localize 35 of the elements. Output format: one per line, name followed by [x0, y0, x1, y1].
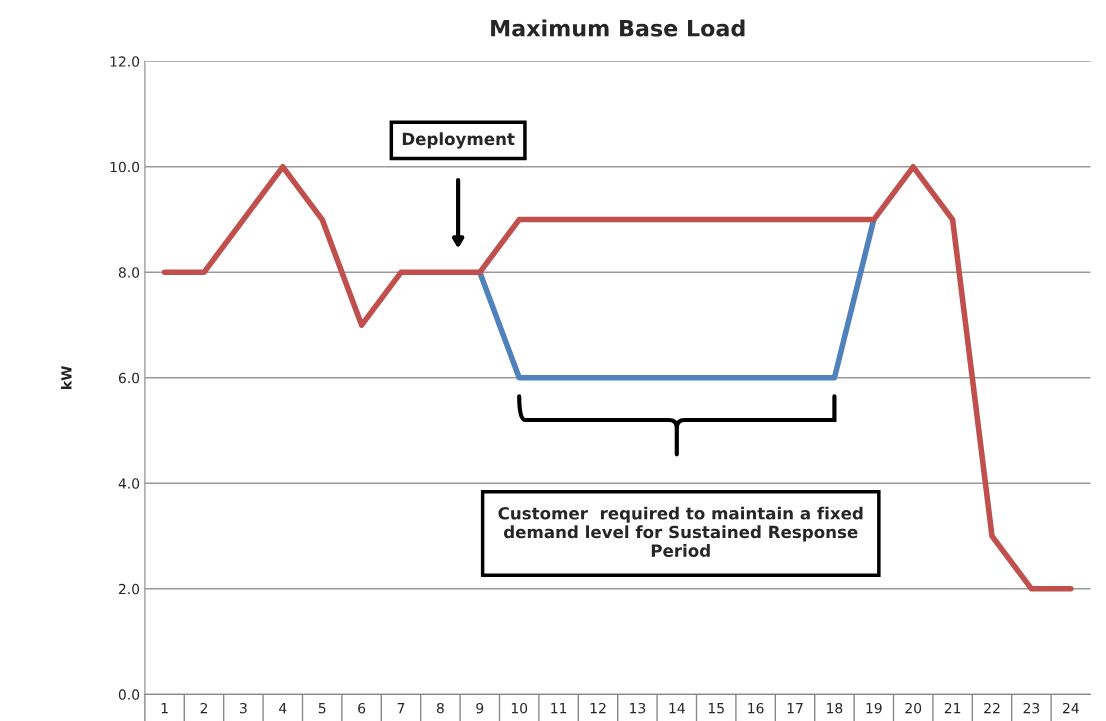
x-tick-label: 21: [944, 702, 961, 714]
x-tick-label: 22: [984, 702, 1000, 714]
x-tick-label: 2: [200, 702, 208, 714]
annotation: Customer required to maintain a fixed demand level for Sustained Response Period: [498, 506, 863, 557]
y-tick-label: 10.0: [110, 161, 140, 173]
x-tick-label: 18: [827, 702, 843, 714]
y-tick-label: 4.0: [118, 478, 140, 489]
annotation: Deployment: [402, 132, 515, 149]
x-tick-label: 4: [279, 703, 287, 714]
x-tick-label: 12: [590, 702, 606, 714]
y-tick-label: 6.0: [118, 372, 140, 384]
x-tick-label: 9: [476, 702, 484, 714]
x-tick-label: 20: [905, 702, 922, 714]
y-tick-label: 12.0: [110, 56, 140, 67]
chart-title: Maximum Base Load: [491, 19, 745, 37]
y-axis-title: kW: [60, 365, 72, 389]
x-tick-label: 8: [436, 702, 444, 714]
x-tick-label: 7: [397, 703, 405, 714]
x-tick-label: 17: [787, 703, 803, 714]
x-tick-label: 3: [240, 702, 247, 714]
y-tick-label: 8.0: [118, 267, 140, 278]
x-tick-label: 11: [551, 703, 567, 714]
y-tick-label: 2.0: [118, 583, 140, 595]
x-tick-label: 24: [1063, 702, 1079, 714]
x-tick-label: 13: [630, 702, 646, 714]
x-tick-label: 16: [748, 702, 764, 714]
x-tick-label: 6: [358, 702, 366, 714]
y-tick-label: 0.0: [118, 689, 140, 700]
x-tick-label: 23: [1023, 702, 1040, 714]
x-tick-label: 15: [708, 703, 724, 714]
x-tick-label: 19: [866, 702, 882, 714]
x-tick-label: 5: [318, 703, 326, 714]
x-tick-label: 10: [511, 702, 528, 714]
x-tick-label: 14: [669, 703, 685, 714]
x-tick-label: 1: [161, 703, 168, 714]
